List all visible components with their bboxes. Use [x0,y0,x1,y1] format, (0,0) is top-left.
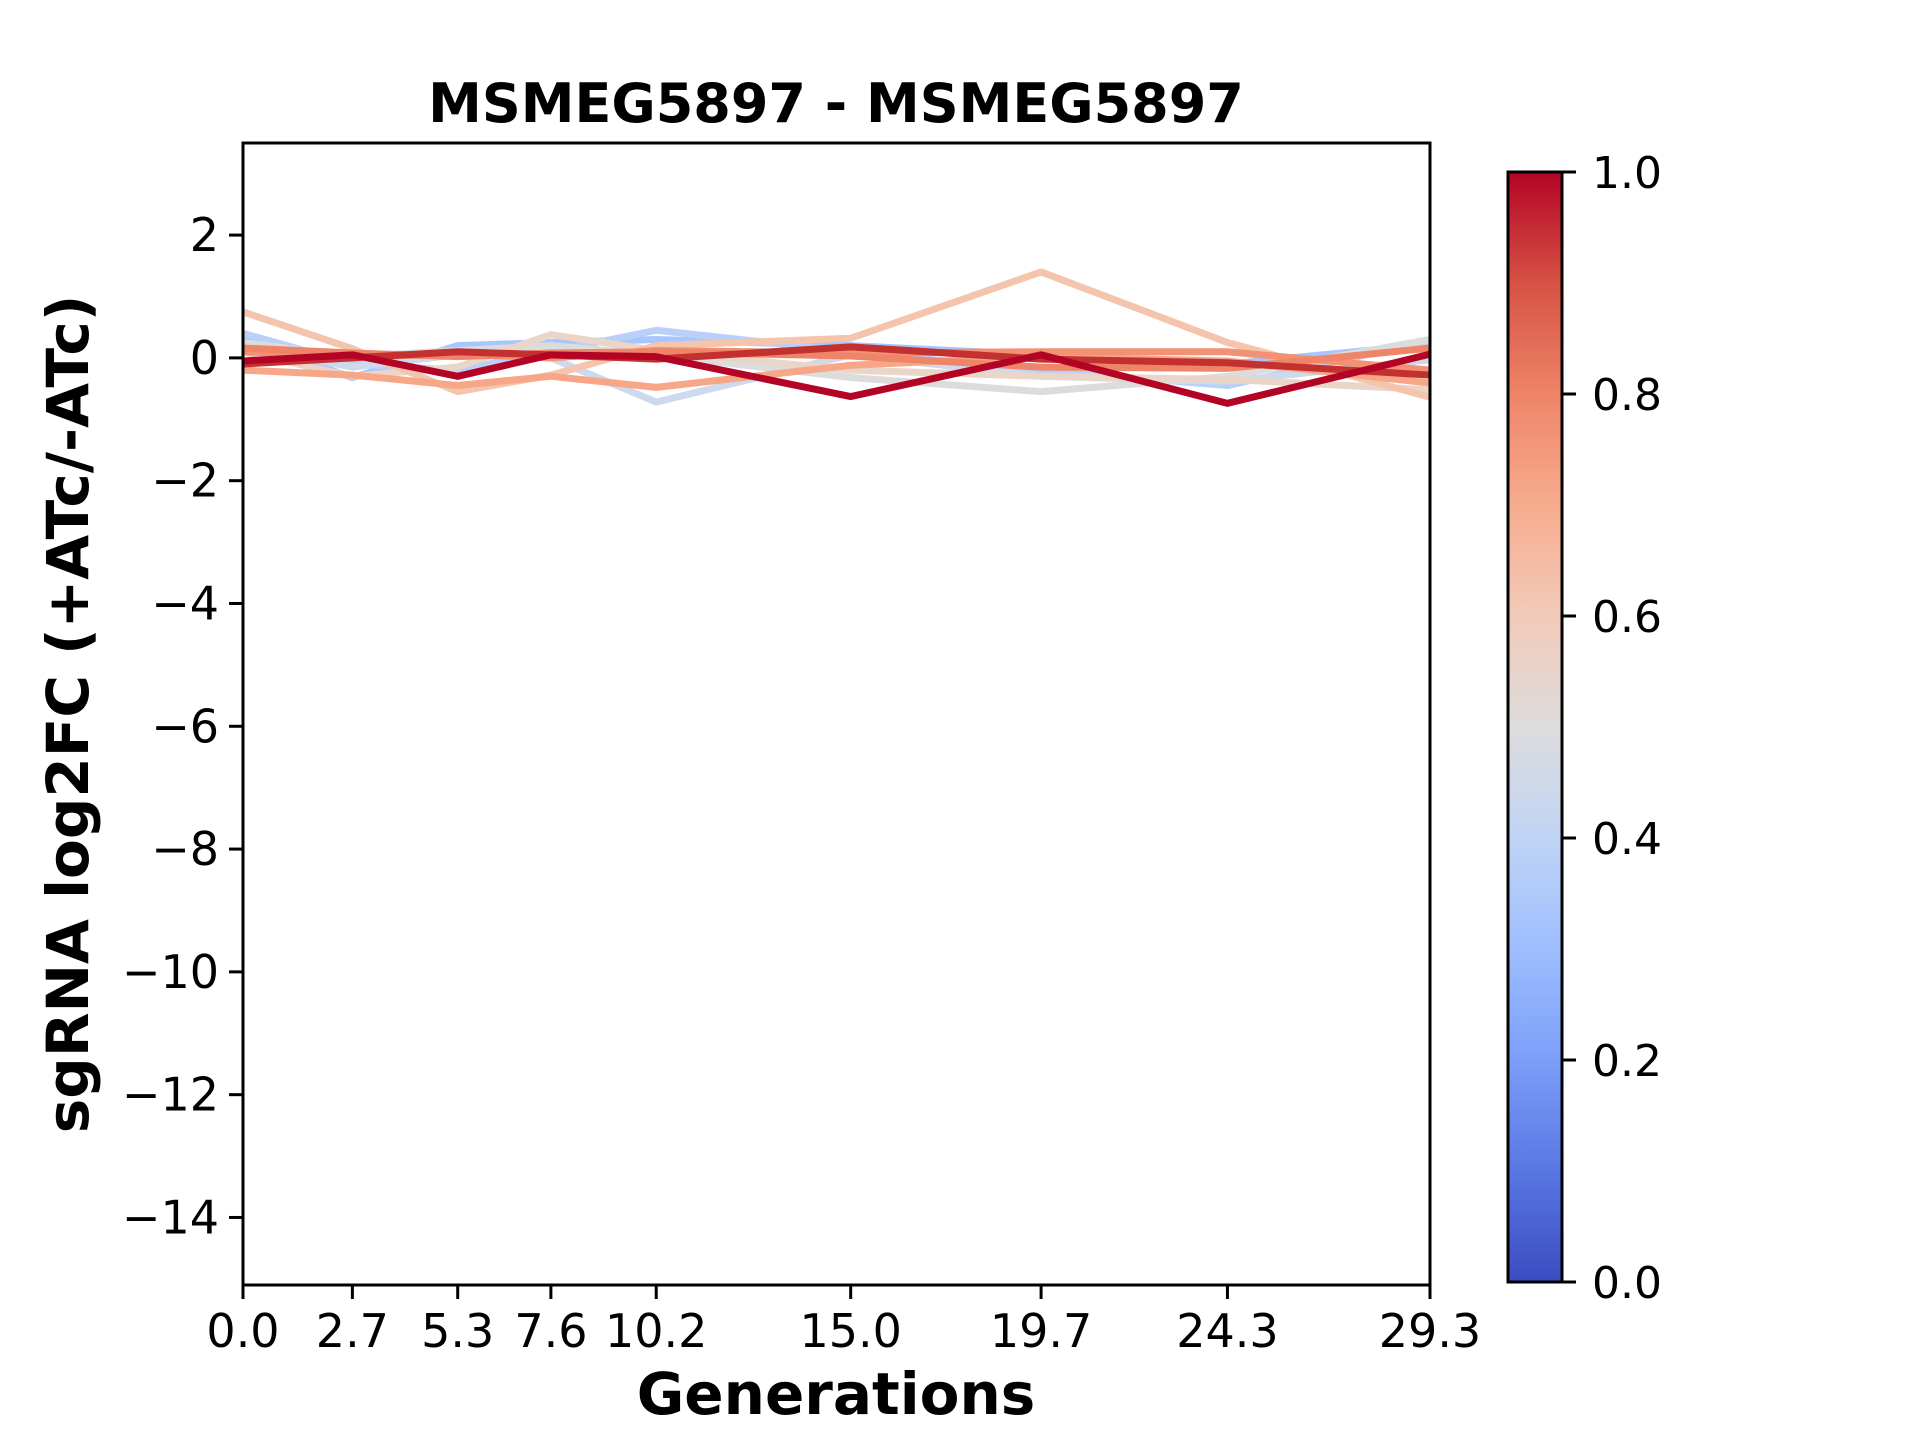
y-tick-label: −2 [151,454,219,508]
colorbar: 0.0 0.2 0.4 0.6 0.8 1.0 [1506,148,1662,1309]
x-tick-label: 10.2 [605,1304,707,1358]
x-tick-label: 7.6 [514,1304,587,1358]
y-tick-label: −12 [122,1068,219,1122]
chart-title: MSMEG5897 - MSMEG5897 [428,72,1244,135]
y-axis-ticks: 2 0 −2 −4 −6 −8 −10 −12 −14 [122,208,243,1244]
x-tick-label: 24.3 [1176,1304,1278,1358]
colorbar-gradient-bar [1508,172,1562,1282]
y-tick-label: −10 [122,945,219,999]
axes-frame [241,141,1432,1287]
series-lines-group [243,268,1430,407]
colorbar-tick-label: 0.8 [1592,370,1662,421]
y-tick-label: −6 [151,699,219,753]
x-tick-label: 15.0 [799,1304,901,1358]
x-axis-label: Generations [637,1360,1036,1428]
y-tick-label: −4 [151,576,219,630]
x-tick-label: 19.7 [990,1304,1092,1358]
y-tick-label: −8 [151,822,219,876]
colorbar-tick-label: 0.2 [1592,1036,1662,1087]
colorbar-frame [1506,170,1564,1284]
plot-area [243,143,1430,1285]
y-tick-label: 2 [190,208,219,262]
colorbar-tick-label: 0.6 [1592,592,1662,643]
colorbar-tick-label: 1.0 [1592,148,1662,199]
x-tick-label: 0.0 [206,1304,279,1358]
series-line [243,350,1430,407]
x-tick-label: 5.3 [421,1304,494,1358]
colorbar-tick-label: 0.0 [1592,1258,1662,1309]
y-tick-label: −14 [122,1190,219,1244]
x-tick-label: 29.3 [1379,1304,1481,1358]
colorbar-ticks: 0.0 0.2 0.4 0.6 0.8 1.0 [1562,148,1662,1309]
x-axis-ticks: 0.0 2.7 5.3 7.6 10.2 15.0 19.7 24.3 29.3 [206,1285,1481,1358]
colorbar-tick-label: 0.4 [1592,814,1662,865]
y-tick-label: 0 [190,331,219,385]
x-tick-label: 2.7 [316,1304,389,1358]
y-axis-label: sgRNA log2FC (+ATc/-ATc) [34,295,102,1133]
